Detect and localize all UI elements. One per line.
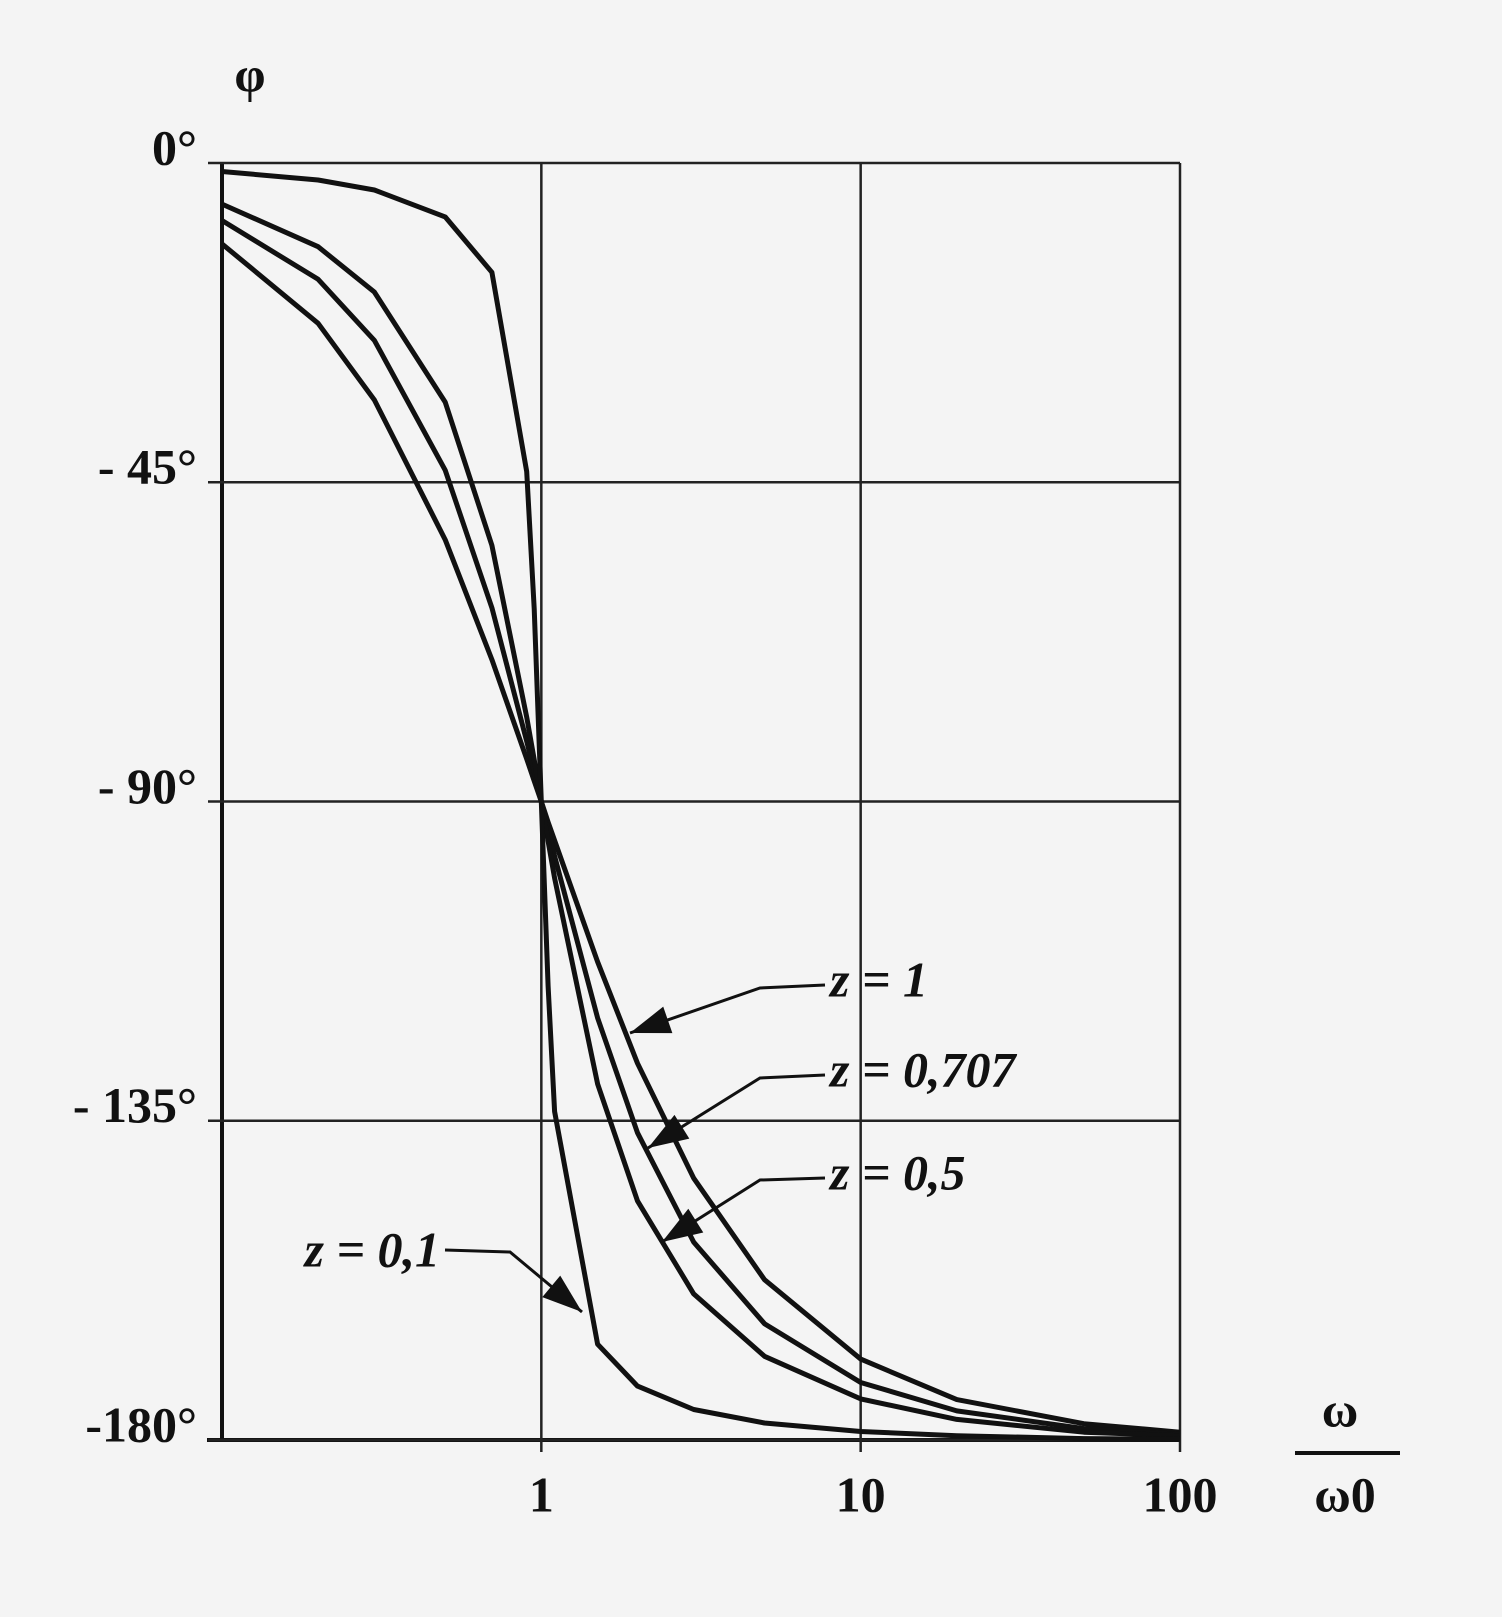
y-tick-label: -180° — [85, 1396, 197, 1452]
series-label: z = 1 — [828, 951, 928, 1007]
x-axis-label-numerator: ω — [1322, 1381, 1359, 1437]
y-tick-label: - 45° — [98, 439, 197, 495]
label-leader — [647, 1073, 826, 1150]
label-arrowhead — [662, 1208, 704, 1242]
series-label: z = 0,5 — [828, 1144, 965, 1200]
y-axis-label: φ — [234, 46, 265, 102]
series-line — [221, 169, 1181, 1442]
series-label: z = 0,707 — [828, 1041, 1017, 1097]
series-line — [220, 241, 1181, 1435]
label-arrowhead — [630, 1006, 673, 1034]
label-leader — [629, 983, 826, 1035]
y-tick-label: 0° — [152, 119, 197, 175]
y-tick-label: - 135° — [73, 1077, 197, 1133]
y-tick-label: - 90° — [98, 758, 197, 814]
label-arrowhead — [648, 1114, 690, 1148]
x-tick-label: 1 — [529, 1466, 554, 1522]
x-axis-label-denominator: ω0 — [1314, 1466, 1376, 1522]
series-line — [220, 218, 1181, 1437]
x-tick-label: 100 — [1143, 1466, 1218, 1522]
label-arrowhead — [542, 1275, 582, 1312]
series-line — [220, 201, 1181, 1439]
x-tick-label: 10 — [836, 1466, 886, 1522]
series-label: z = 0,1 — [303, 1221, 440, 1277]
